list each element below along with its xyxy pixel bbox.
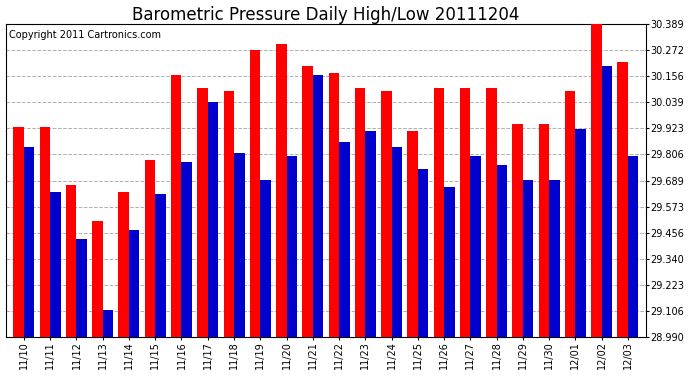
Bar [155,194,166,337]
Bar [181,162,192,337]
Bar [313,75,324,337]
Bar [471,156,481,337]
Bar [539,124,549,337]
Bar [591,24,602,337]
Bar [224,91,234,337]
Bar [497,165,507,337]
Bar [486,88,497,337]
Bar [565,91,575,337]
Bar [24,147,34,337]
Bar [418,169,428,337]
Text: Copyright 2011 Cartronics.com: Copyright 2011 Cartronics.com [9,30,161,40]
Bar [355,88,365,337]
Bar [328,73,339,337]
Bar [234,153,244,337]
Bar [66,185,77,337]
Bar [365,131,376,337]
Bar [129,230,139,337]
Bar [444,187,455,337]
Bar [628,156,638,337]
Bar [381,91,391,337]
Bar [276,44,286,337]
Bar [575,129,586,337]
Bar [549,180,560,337]
Bar [13,127,24,337]
Bar [171,75,181,337]
Bar [119,192,129,337]
Bar [433,88,444,337]
Bar [208,102,218,337]
Bar [197,88,208,337]
Bar [391,147,402,337]
Bar [40,127,50,337]
Bar [339,142,350,337]
Bar [460,88,471,337]
Bar [77,238,87,337]
Bar [103,310,113,337]
Bar [50,192,61,337]
Bar [260,180,270,337]
Bar [145,160,155,337]
Bar [618,62,628,337]
Title: Barometric Pressure Daily High/Low 20111204: Barometric Pressure Daily High/Low 20111… [132,6,520,24]
Bar [407,131,418,337]
Bar [602,66,612,337]
Bar [302,66,313,337]
Bar [286,156,297,337]
Bar [523,180,533,337]
Bar [92,221,103,337]
Bar [250,50,260,337]
Bar [513,124,523,337]
